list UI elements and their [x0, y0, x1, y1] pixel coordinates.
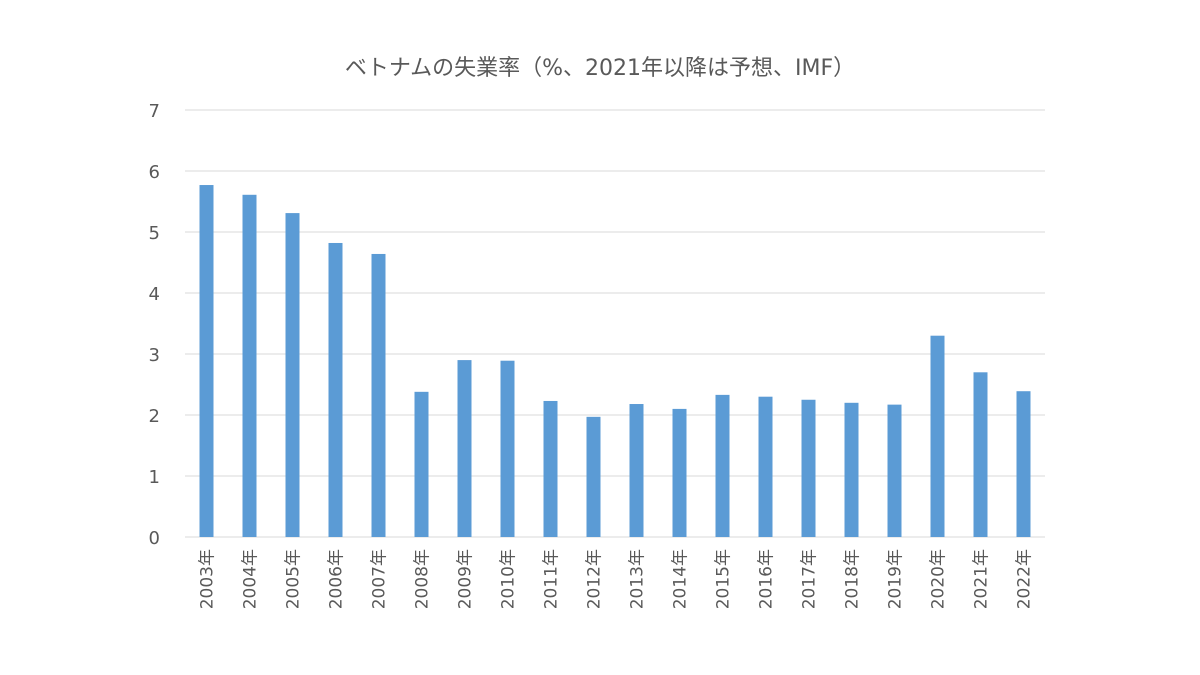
- x-tick-label: 2008年: [413, 549, 433, 609]
- bar: [629, 404, 644, 537]
- x-tick-label: 2021年: [972, 549, 992, 609]
- x-tick-label: 2005年: [284, 549, 304, 609]
- x-tick-label: 2019年: [886, 549, 906, 609]
- bar: [199, 185, 214, 537]
- bar: [844, 402, 859, 537]
- x-tick-label: 2015年: [714, 549, 734, 609]
- bar: [715, 394, 730, 537]
- x-tick-label: 2012年: [585, 549, 605, 609]
- bar: [672, 408, 687, 537]
- bar: [758, 396, 773, 537]
- bar: [887, 404, 902, 537]
- y-tick-label: 0: [149, 528, 160, 549]
- x-tick-label: 2009年: [456, 549, 476, 609]
- bar: [930, 335, 945, 537]
- x-tick-label: 2004年: [241, 549, 261, 609]
- bar: [801, 399, 816, 537]
- bar: [457, 360, 472, 537]
- bar: [328, 242, 343, 538]
- y-tick-label: 4: [149, 284, 160, 305]
- bar: [242, 194, 257, 538]
- x-tick-label: 2006年: [327, 549, 347, 609]
- y-tick-label: 7: [149, 101, 160, 122]
- bar: [543, 400, 558, 537]
- y-tick-label: 5: [149, 223, 160, 244]
- bar: [285, 213, 300, 537]
- x-tick-label: 2017年: [800, 549, 820, 609]
- bar: [371, 253, 386, 537]
- bar: [500, 360, 515, 537]
- x-tick-label: 2014年: [671, 549, 691, 609]
- x-tick-label: 2013年: [628, 549, 648, 609]
- x-tick-label: 2018年: [843, 549, 863, 609]
- x-tick-label: 2011年: [542, 549, 562, 609]
- x-tick-label: 2020年: [929, 549, 949, 609]
- bar: [973, 372, 988, 537]
- y-tick-label: 2: [149, 406, 160, 427]
- y-tick-label: 3: [149, 345, 160, 366]
- y-tick-label: 1: [149, 467, 160, 488]
- chart-title: ベトナムの失業率（%、2021年以降は予想、IMF）: [344, 56, 856, 81]
- x-tick-label: 2010年: [499, 549, 519, 609]
- bar: [1016, 391, 1031, 537]
- x-tick-label: 2007年: [370, 549, 390, 609]
- x-tick-label: 2016年: [757, 549, 777, 609]
- bar: [586, 416, 601, 537]
- y-tick-label: 6: [149, 162, 160, 183]
- bar: [414, 391, 429, 537]
- x-tick-label: 2003年: [198, 549, 218, 609]
- x-tick-label: 2022年: [1015, 549, 1035, 609]
